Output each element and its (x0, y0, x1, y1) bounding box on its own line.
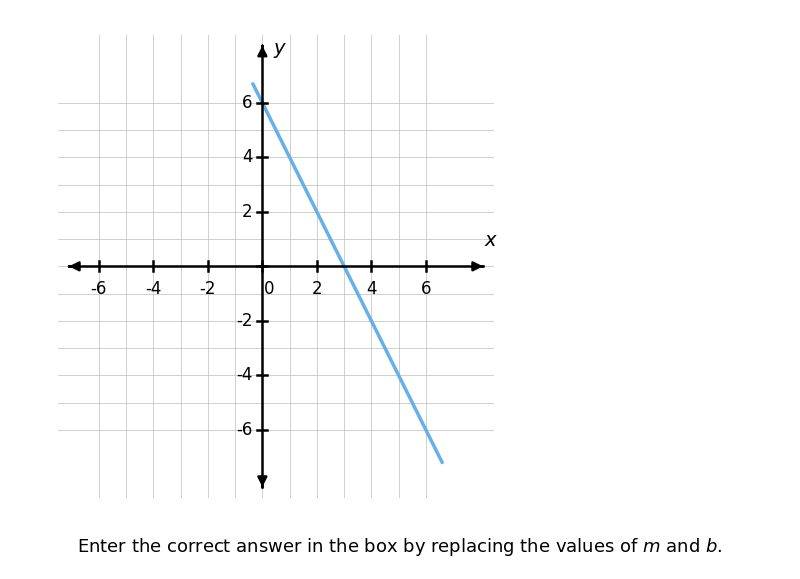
Text: 4: 4 (242, 148, 253, 166)
Text: -2: -2 (236, 312, 253, 330)
Text: -6: -6 (90, 280, 107, 298)
Text: -4: -4 (146, 280, 162, 298)
Text: -6: -6 (237, 421, 253, 439)
Text: 2: 2 (242, 203, 253, 221)
Text: -4: -4 (237, 367, 253, 384)
Text: Enter the correct answer in the box by replacing the values of $m$ and $b$.: Enter the correct answer in the box by r… (78, 536, 722, 558)
Text: -2: -2 (200, 280, 216, 298)
Text: y: y (274, 39, 285, 58)
Text: 0: 0 (264, 280, 274, 298)
Text: 6: 6 (421, 280, 431, 298)
Text: 4: 4 (366, 280, 377, 298)
Text: 2: 2 (311, 280, 322, 298)
Text: 6: 6 (242, 94, 253, 112)
Text: x: x (484, 231, 496, 250)
